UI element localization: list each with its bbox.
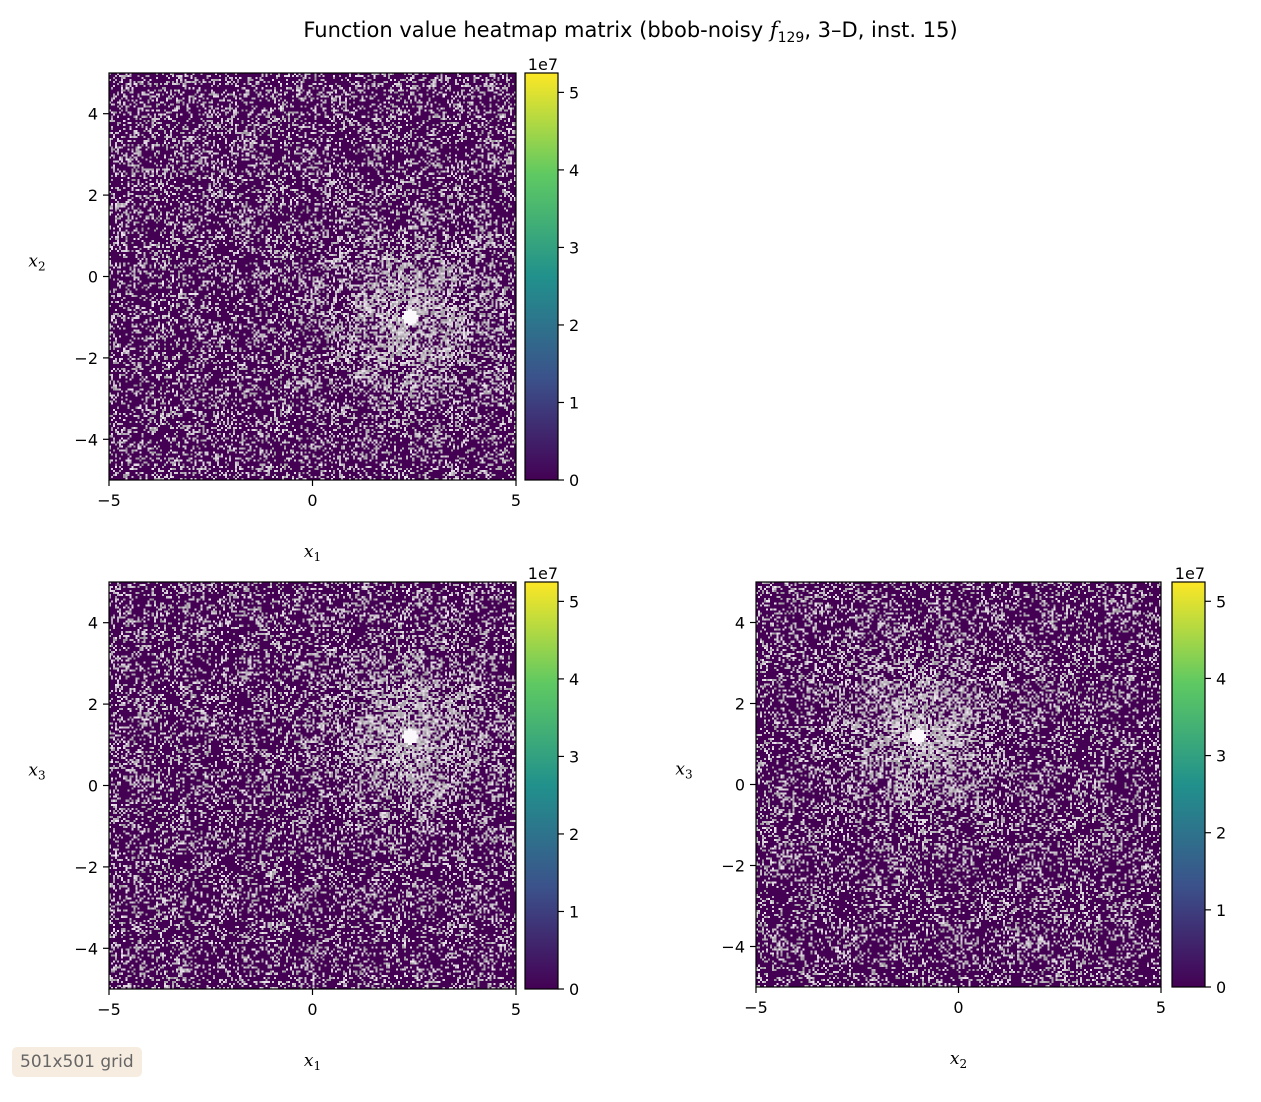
heatmap-panel-x1-x2: −5 0 5 −4 −2 0 2 4 x1 x2 0 1 2 3 4 5 1e7 [28, 55, 579, 564]
y-axis-label: x3 [675, 760, 692, 782]
figure-title: Function value heatmap matrix (bbob-nois… [303, 18, 958, 47]
x-tick-label: 0 [307, 1000, 317, 1019]
y-tick-label: −4 [721, 938, 745, 957]
colorbar-tick-label: 5 [569, 592, 579, 611]
colorbar-tick-label: 0 [1216, 978, 1226, 997]
colorbar-tick-label: 1 [569, 393, 579, 412]
colorbar-exponent-label: 1e7 [528, 564, 558, 583]
y-tick-label: −2 [74, 349, 98, 368]
colorbar-tick-label: 4 [569, 670, 579, 689]
y-axis-label: x3 [28, 761, 45, 783]
colorbar-exponent-label: 1e7 [1175, 564, 1205, 583]
x-tick-label: −5 [97, 491, 121, 510]
colorbar-tick-label: 2 [569, 316, 579, 335]
y-tick-label: −2 [721, 857, 745, 876]
x-tick-label: −5 [97, 1000, 121, 1019]
x-tick-label: 5 [511, 1000, 521, 1019]
colorbar-tick-label: 5 [569, 83, 579, 102]
y-tick-label: 4 [88, 614, 98, 633]
y-tick-label: −4 [74, 430, 98, 449]
colorbar-tick-label: 2 [1216, 824, 1226, 843]
colorbar-tick-label: 3 [569, 238, 579, 257]
colorbar [524, 72, 559, 481]
y-tick-label: 2 [88, 695, 98, 714]
x-tick-label: 0 [307, 491, 317, 510]
colorbar-tick-label: 4 [569, 161, 579, 180]
y-tick-label: −4 [74, 939, 98, 958]
colorbar [524, 581, 559, 990]
y-tick-label: 0 [88, 268, 98, 287]
colorbar [1171, 581, 1206, 988]
x-tick-label: 5 [1156, 998, 1166, 1017]
heatmap-image [109, 582, 516, 989]
colorbar-tick-label: 5 [1216, 592, 1226, 611]
x-axis-label: x2 [950, 1049, 967, 1071]
y-tick-label: 0 [88, 777, 98, 796]
heatmap-image [756, 582, 1161, 987]
x-axis-label: x1 [304, 542, 321, 564]
colorbar-tick-label: 3 [1216, 747, 1226, 766]
heatmap-image [109, 73, 516, 480]
y-tick-label: 0 [735, 776, 745, 795]
x-tick-label: 5 [511, 491, 521, 510]
y-tick-label: 4 [88, 105, 98, 124]
y-tick-label: 2 [735, 695, 745, 714]
heatmap-panel-x1-x3: −5 0 5 −4 −2 0 2 4 x1 x3 0 1 2 3 4 5 1e7 [28, 564, 579, 1073]
heatmap-panel-x2-x3: −5 0 5 −4 −2 0 2 4 x2 x3 0 1 2 3 4 5 1e7 [675, 564, 1226, 1071]
colorbar-tick-label: 2 [569, 825, 579, 844]
y-tick-label: 2 [88, 186, 98, 205]
colorbar-tick-label: 0 [569, 980, 579, 999]
x-tick-label: 0 [953, 998, 963, 1017]
grid-size-badge: 501x501 grid [12, 1047, 142, 1077]
x-axis-label: x1 [304, 1051, 321, 1073]
colorbar-tick-label: 3 [569, 747, 579, 766]
y-tick-label: −2 [74, 858, 98, 877]
colorbar-tick-label: 0 [569, 471, 579, 490]
y-axis-label: x2 [28, 252, 45, 274]
colorbar-tick-label: 1 [569, 902, 579, 921]
colorbar-tick-label: 4 [1216, 669, 1226, 688]
colorbar-exponent-label: 1e7 [528, 55, 558, 74]
x-tick-label: −5 [744, 998, 768, 1017]
y-tick-label: 4 [735, 614, 745, 633]
colorbar-tick-label: 1 [1216, 901, 1226, 920]
